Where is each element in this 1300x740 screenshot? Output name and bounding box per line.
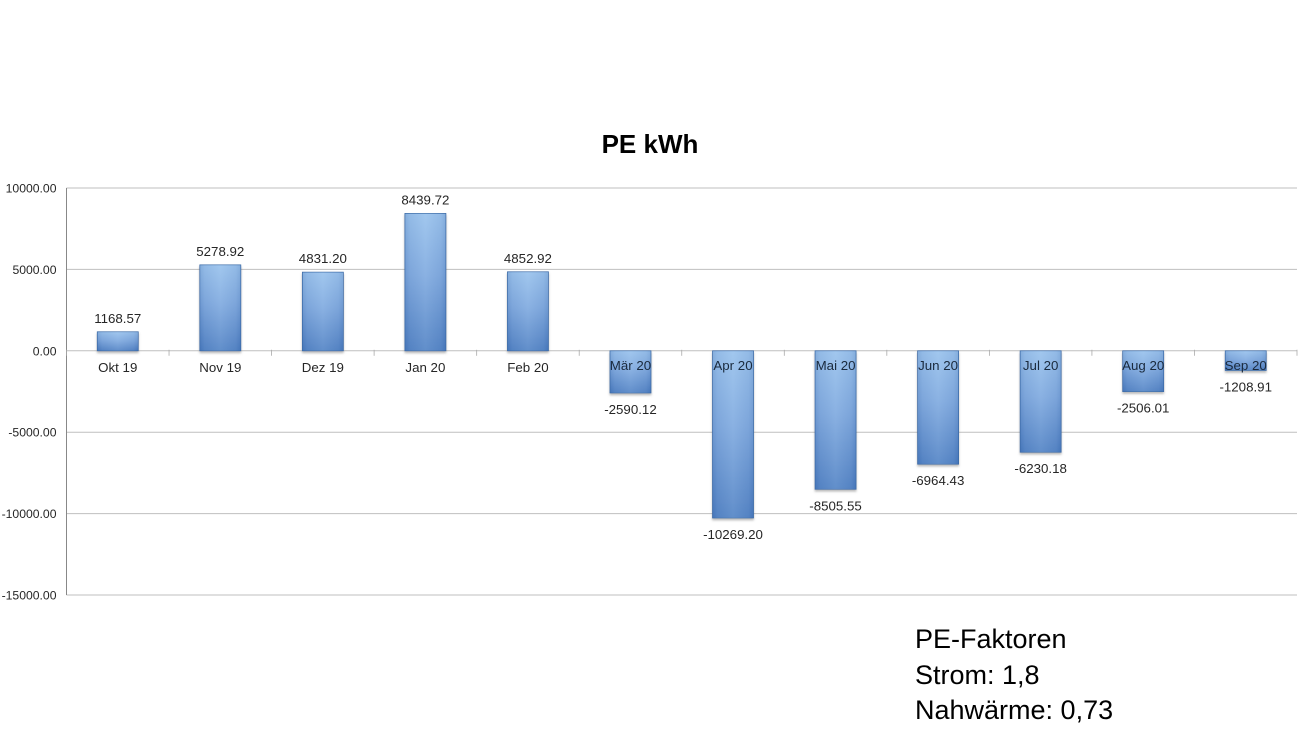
svg-text:-1208.91: -1208.91	[1219, 379, 1272, 394]
svg-text:Jan 20: Jan 20	[405, 360, 445, 375]
svg-text:8439.72: 8439.72	[401, 192, 449, 207]
svg-text:Dez 19: Dez 19	[302, 360, 344, 375]
svg-text:Aug 20: Aug 20	[1122, 358, 1164, 373]
svg-text:-15000.00: -15000.00	[2, 589, 57, 603]
svg-text:-10000.00: -10000.00	[2, 507, 57, 521]
svg-text:Sep 20: Sep 20	[1225, 358, 1267, 373]
svg-text:-6964.43: -6964.43	[912, 473, 965, 488]
svg-text:Mai 20: Mai 20	[816, 358, 856, 373]
svg-text:-5000.00: -5000.00	[8, 426, 56, 440]
svg-text:Mär 20: Mär 20	[610, 358, 651, 373]
svg-text:Nov 19: Nov 19	[199, 360, 241, 375]
svg-text:4852.92: 4852.92	[504, 251, 552, 266]
svg-text:4831.20: 4831.20	[299, 251, 347, 266]
svg-text:0.00: 0.00	[33, 344, 57, 358]
svg-text:10000.00: 10000.00	[6, 182, 57, 196]
svg-text:Okt 19: Okt 19	[98, 360, 137, 375]
svg-text:-10269.20: -10269.20	[703, 527, 763, 542]
svg-text:5000.00: 5000.00	[12, 263, 56, 277]
svg-text:Jul 20: Jul 20	[1023, 358, 1058, 373]
svg-text:-6230.18: -6230.18	[1014, 461, 1067, 476]
svg-text:1168.57: 1168.57	[94, 311, 141, 326]
svg-text:Jun 20: Jun 20	[918, 358, 958, 373]
svg-text:-2506.01: -2506.01	[1117, 401, 1170, 416]
svg-text:Feb 20: Feb 20	[507, 360, 548, 375]
svg-text:Apr 20: Apr 20	[713, 358, 752, 373]
svg-text:5278.92: 5278.92	[196, 244, 244, 259]
svg-text:-8505.55: -8505.55	[809, 498, 862, 513]
svg-text:-2590.12: -2590.12	[604, 402, 657, 417]
